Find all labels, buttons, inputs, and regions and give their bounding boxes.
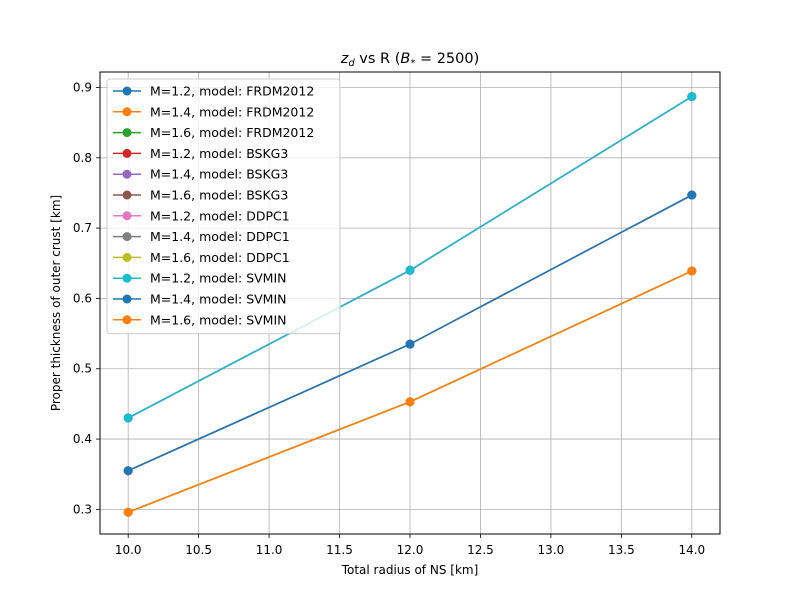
- title-z: z: [340, 51, 349, 67]
- y-tick-label: 0.9: [73, 80, 92, 94]
- legend-label: M=1.6, model: DDPC1: [150, 250, 290, 265]
- legend-label: M=1.6, model: FRDM2012: [150, 125, 314, 140]
- chart-title: zd vs R (B* = 2500): [340, 51, 480, 69]
- legend-box: [106, 78, 341, 335]
- title-b: B: [400, 51, 410, 67]
- legend-marker: [122, 252, 132, 262]
- x-tick-label: 11.0: [256, 543, 283, 557]
- y-tick-label: 0.6: [73, 291, 92, 305]
- y-tick-label: 0.7: [73, 221, 92, 235]
- x-axis-label: Total radius of NS [km]: [341, 563, 479, 577]
- x-tick-label: 13.5: [608, 543, 635, 557]
- legend-marker: [122, 294, 132, 304]
- plot-frame: [99, 71, 721, 535]
- series-group: [123, 92, 697, 517]
- data-point: [687, 92, 697, 102]
- x-tick-label: 12.5: [467, 543, 494, 557]
- grid: [100, 72, 720, 534]
- data-point: [405, 339, 415, 349]
- data-point: [405, 265, 415, 275]
- y-tick-label: 0.3: [73, 502, 92, 516]
- data-point: [405, 397, 415, 407]
- y-axis-label: Proper thickness of outer crust [km]: [49, 195, 63, 411]
- legend-marker: [122, 107, 132, 117]
- legend-label: M=1.2, model: BSKG3: [150, 146, 288, 161]
- legend-label: M=1.2, model: FRDM2012: [150, 84, 314, 99]
- legend-item: M=1.2, model: BSKG3: [113, 146, 288, 161]
- data-point: [687, 190, 697, 200]
- x-tick-label: 10.0: [115, 543, 142, 557]
- legend-item: M=1.2, model: FRDM2012: [113, 84, 314, 99]
- data-point: [123, 413, 133, 423]
- legend-label: M=1.4, model: DDPC1: [150, 229, 290, 244]
- y-tick-label: 0.5: [73, 362, 92, 376]
- x-tick-label: 12.0: [397, 543, 424, 557]
- series-11: [123, 190, 697, 476]
- legend: M=1.2, model: FRDM2012 M=1.4, model: FRDM…: [106, 78, 341, 335]
- legend-label: M=1.4, model: SVMIN: [150, 292, 287, 307]
- legend-marker: [122, 86, 132, 96]
- legend-item: M=1.6, model: BSKG3: [113, 188, 288, 203]
- title-end: = 2500): [415, 51, 479, 67]
- data-point: [123, 466, 133, 476]
- legend-marker: [122, 148, 132, 158]
- legend-item: M=1.6, model: DDPC1: [113, 250, 290, 265]
- axes: 10.0 10.5 11.0 11.5 12.0 12.5 13.0 13.5 14.0 0.3 0…: [73, 80, 705, 557]
- title-b-subscript: *: [410, 58, 415, 69]
- legend-item: M=1.4, model: DDPC1: [113, 229, 290, 244]
- legend-item: M=1.2, model: SVMIN: [113, 271, 287, 286]
- legend-label: M=1.2, model: SVMIN: [150, 271, 287, 286]
- legend-item: M=1.6, model: FRDM2012: [113, 125, 314, 140]
- legend-marker: [122, 190, 132, 200]
- legend-marker: [122, 128, 132, 138]
- legend-label: M=1.4, model: FRDM2012: [150, 104, 314, 119]
- legend-item: M=1.2, model: DDPC1: [113, 208, 290, 223]
- legend-label: M=1.6, model: BSKG3: [150, 188, 288, 203]
- legend-label: M=1.6, model: SVMIN: [150, 312, 287, 327]
- legend-item: M=1.4, model: BSKG3: [113, 167, 288, 182]
- data-point: [123, 507, 133, 517]
- y-tick-label: 0.4: [73, 432, 92, 446]
- legend-item: M=1.4, model: SVMIN: [113, 292, 287, 307]
- legend-marker: [122, 169, 132, 179]
- x-tick-label: 10.5: [185, 543, 212, 557]
- series-12: [123, 266, 697, 517]
- legend-label: M=1.2, model: DDPC1: [150, 208, 290, 223]
- x-tick-label: 11.5: [326, 543, 353, 557]
- legend-item: M=1.6, model: SVMIN: [113, 312, 287, 327]
- data-point: [687, 266, 697, 276]
- x-tick-label: 13.0: [538, 543, 565, 557]
- legend-marker: [122, 273, 132, 283]
- series-10: [123, 92, 697, 423]
- legend-marker: [122, 315, 132, 325]
- legend-marker: [122, 232, 132, 242]
- title-z-subscript: d: [348, 58, 355, 69]
- legend-marker: [122, 211, 132, 221]
- y-tick-label: 0.8: [73, 151, 92, 165]
- legend-label: M=1.4, model: BSKG3: [150, 167, 288, 182]
- legend-item: M=1.4, model: FRDM2012: [113, 104, 314, 119]
- title-middle: vs R (: [355, 51, 401, 67]
- x-tick-label: 14.0: [678, 543, 705, 557]
